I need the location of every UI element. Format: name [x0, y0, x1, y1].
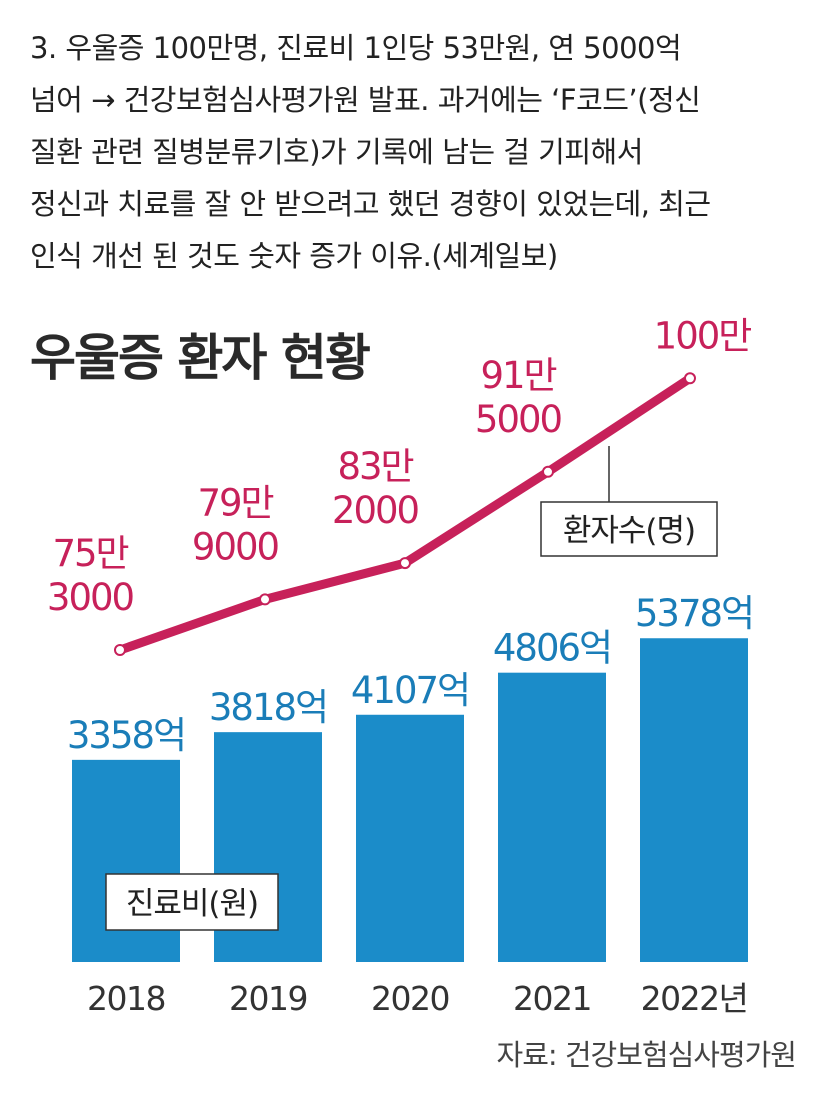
- line-value-label: 5000: [475, 398, 562, 441]
- bar-value-label: 4806억: [493, 627, 611, 670]
- legend-box: [105, 873, 279, 931]
- bar: [498, 672, 606, 962]
- line-value-label: 83만: [337, 445, 413, 488]
- line-value-label: 2000: [332, 489, 419, 532]
- post-text: 3. 우울증 100만명, 진료비 1인당 53만원, 연 5000억 넘어 →…: [30, 22, 820, 282]
- legend-box: [540, 501, 718, 557]
- line-value-label: 9000: [192, 525, 279, 568]
- x-tick-label: 2020: [371, 979, 449, 1018]
- line-point: [114, 644, 126, 656]
- line-value-label: 79만: [197, 481, 273, 524]
- post-line: 인식 개선 된 것도 숫자 증가 이유.(세계일보): [30, 239, 558, 273]
- line-point: [684, 372, 696, 385]
- legend-label: 환자수(명): [563, 513, 695, 549]
- x-tick-label: 2018: [87, 979, 165, 1018]
- x-tick-label: 2021: [513, 979, 591, 1018]
- line-value-label: 75만: [52, 532, 128, 575]
- line-point: [259, 593, 271, 606]
- bar-value-label: 3818억: [209, 686, 327, 729]
- chart-title: 우울증 환자 현황: [30, 329, 371, 387]
- bar-value-label: 3358억: [67, 714, 185, 757]
- bar: [640, 638, 748, 962]
- post-line: 질환 관련 질병분류기호)가 기록에 남는 걸 기피해서: [30, 135, 643, 169]
- legend-label: 진료비(원): [126, 886, 258, 922]
- bar-value-label: 5378억: [635, 592, 753, 635]
- line-value-label: 91만: [480, 354, 556, 397]
- line-point: [542, 465, 554, 478]
- bar: [356, 714, 464, 962]
- x-tick-label: 2019: [229, 979, 307, 1018]
- bar: [72, 759, 180, 962]
- line-value-label: 3000: [47, 576, 134, 619]
- post-line: 3. 우울증 100만명, 진료비 1인당 53만원, 연 5000억: [30, 31, 682, 65]
- chart-source: 자료: 건강보험심사평가원: [496, 1038, 797, 1072]
- line-value-label: 100만: [654, 314, 752, 357]
- x-tick-label: 2022년: [641, 979, 748, 1018]
- post-line: 정신과 치료를 잘 안 받으려고 했던 경향이 있었는데, 최근: [30, 187, 711, 221]
- post-line: 넘어 → 건강보험심사평가원 발표. 과거에는 ‘F코드’(정신: [30, 83, 701, 117]
- line-point: [399, 557, 411, 570]
- bar-value-label: 4107억: [351, 669, 469, 712]
